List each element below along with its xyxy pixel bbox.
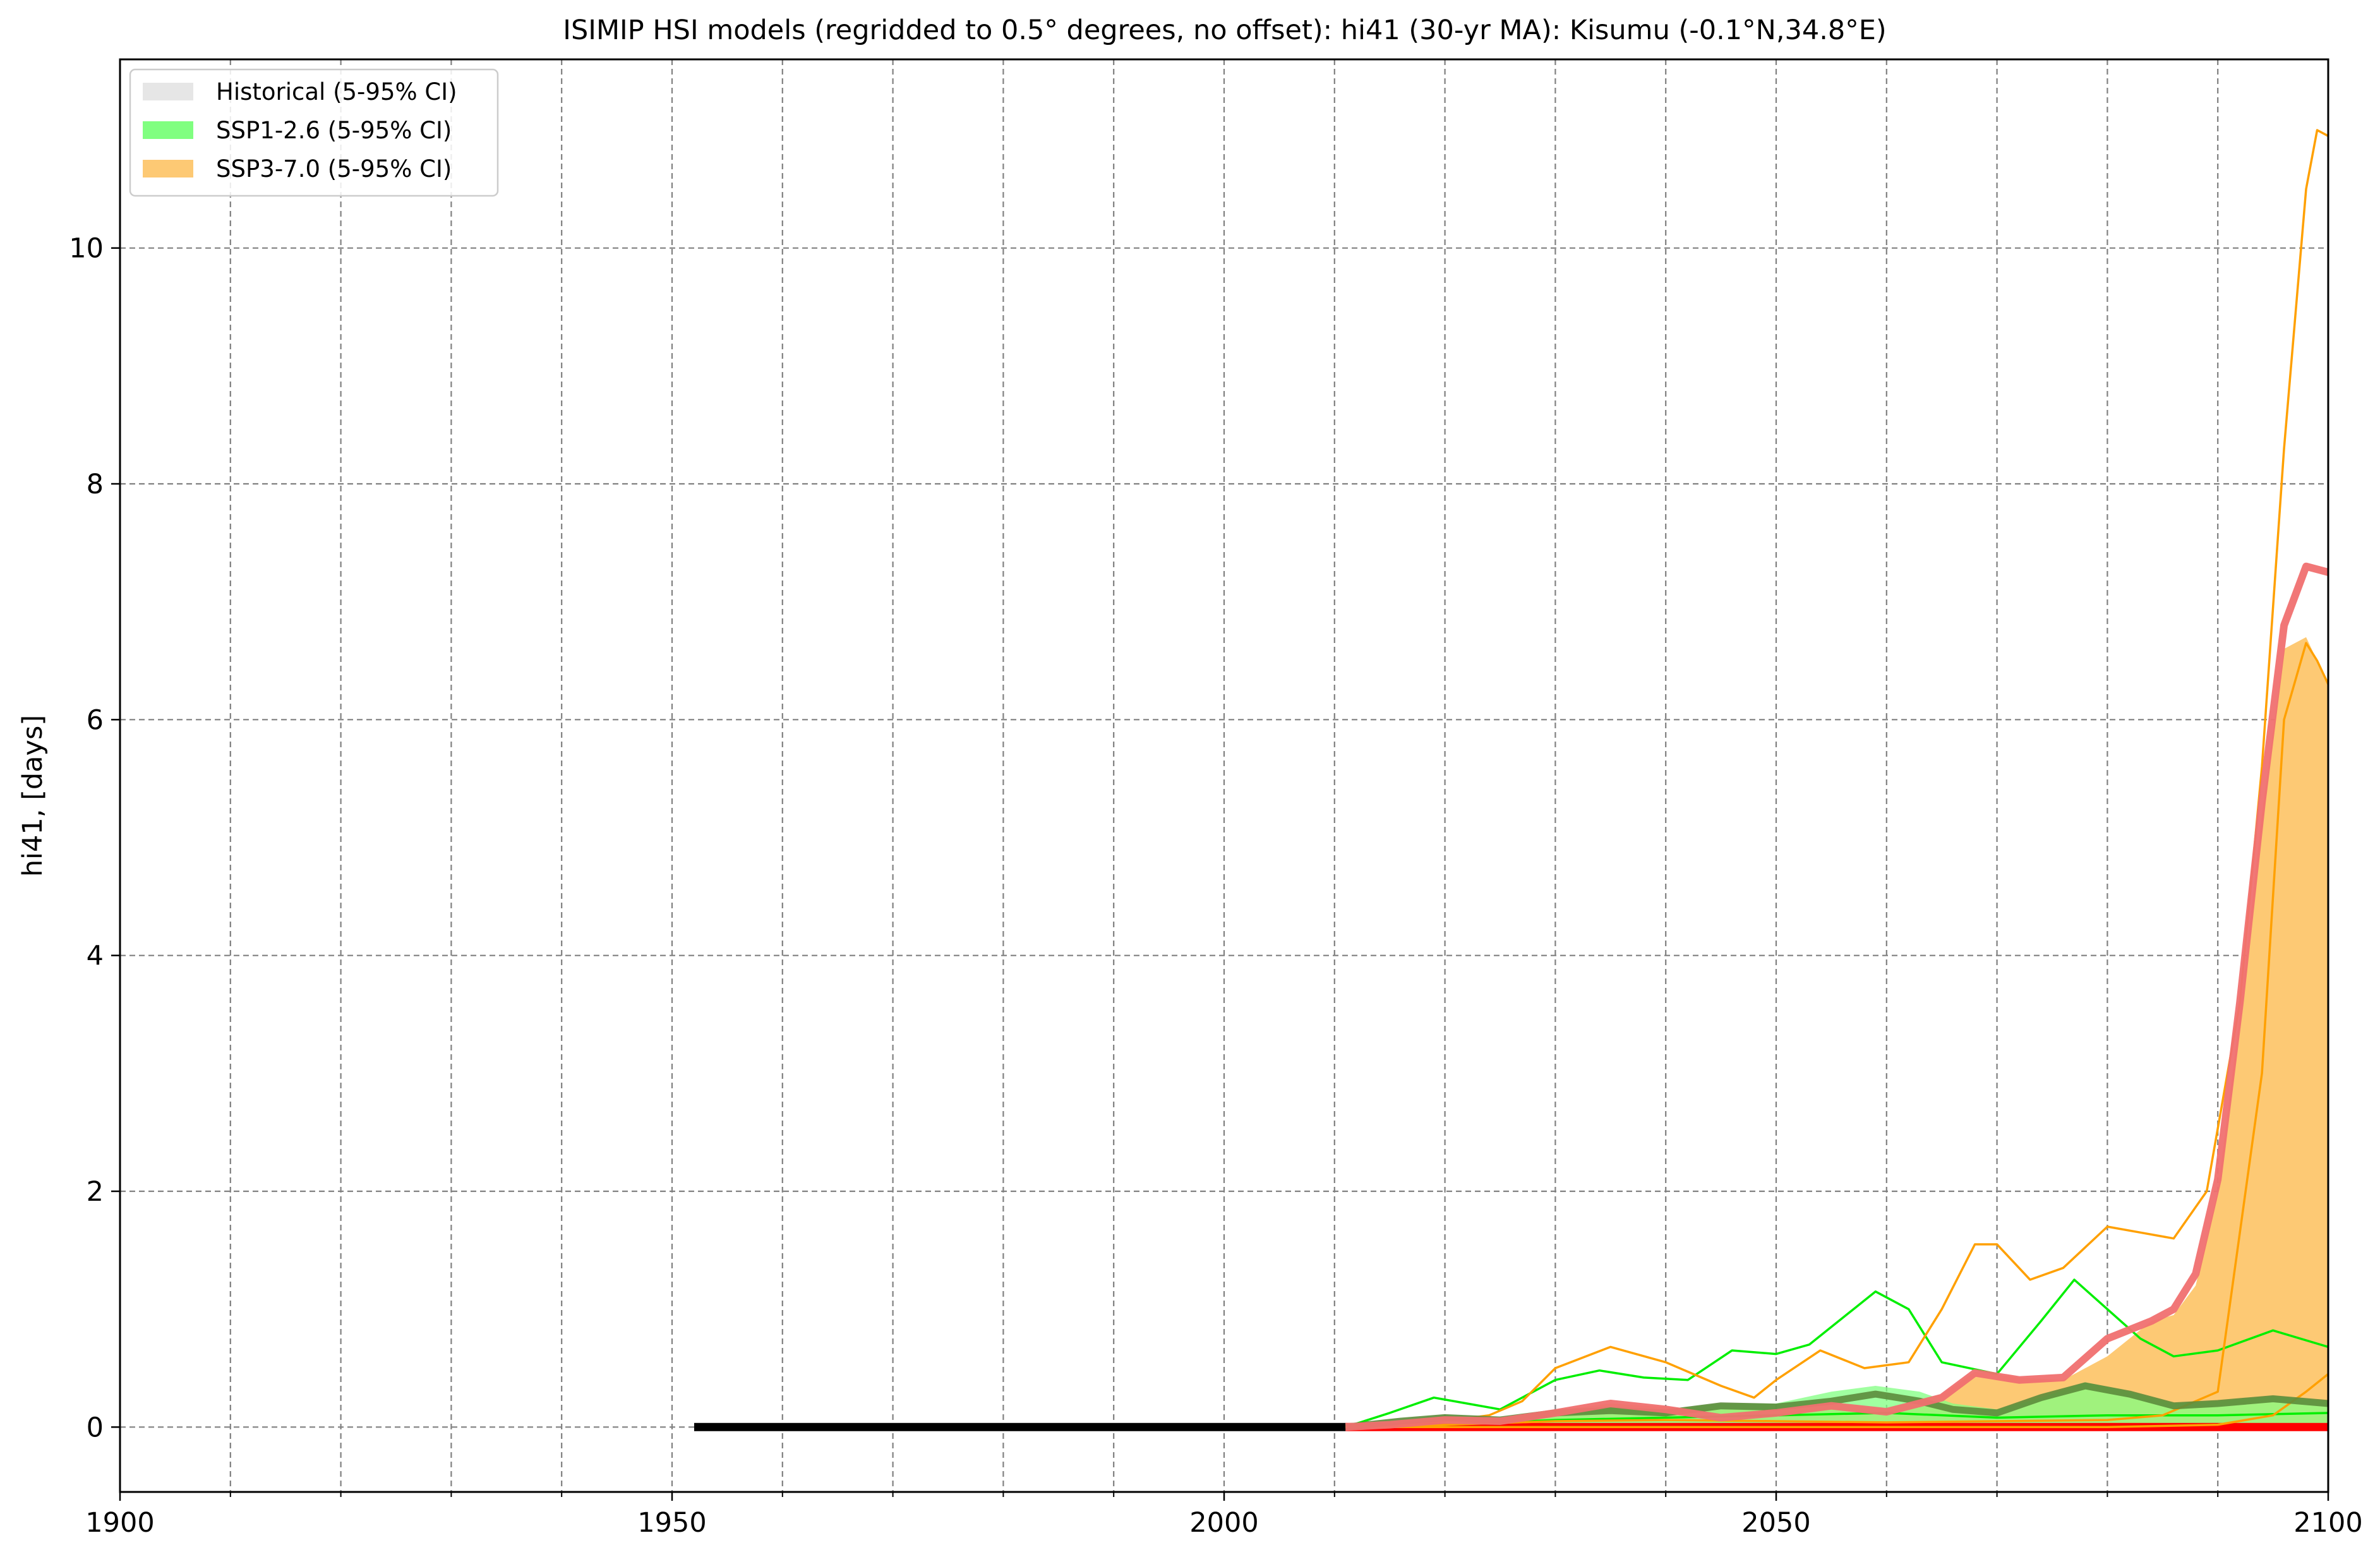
y-tick-label: 2 (87, 1176, 104, 1208)
ssp370-median-line (1345, 562, 2328, 1431)
ssp370-band-area (1345, 637, 2328, 1428)
y-tick-label: 6 (87, 704, 104, 736)
legend-label-historical: Historical (5-95% CI) (216, 78, 457, 105)
legend: Historical (5-95% CI) SSP1-2.6 (5-95% CI… (129, 68, 499, 197)
ssp126-models-line (1345, 1278, 2328, 1428)
x-tick-label: 2100 (2293, 1507, 2362, 1539)
x-tick-label: 1900 (85, 1507, 154, 1539)
x-tick-label: 1950 (637, 1507, 706, 1539)
y-tick-label: 10 (69, 233, 104, 265)
y-tick-label: 4 (87, 941, 104, 972)
y-axis-label: hi41, [days] (17, 715, 49, 877)
chart-title: ISIMIP HSI models (regridded to 0.5° deg… (563, 15, 1886, 46)
legend-label-ssp370: SSP3-7.0 (5-95% CI) (216, 155, 452, 183)
series-lines (694, 129, 2328, 1431)
y-axis: 0 2 4 6 8 10 (69, 233, 120, 1443)
legend-swatch-historical (143, 83, 193, 100)
legend-swatch-ssp370 (143, 160, 193, 177)
y-tick-label: 0 (87, 1412, 104, 1443)
plot-area: 1900 1950 2000 2050 2100 0 2 4 6 8 10 (69, 58, 2363, 1539)
x-tick-label: 2000 (1189, 1507, 1258, 1539)
y-tick-label: 8 (87, 469, 104, 500)
x-tick-label: 2050 (1741, 1507, 1810, 1539)
ssp370-models-line (1345, 642, 2328, 1429)
legend-swatch-ssp126 (143, 121, 193, 139)
legend-label-ssp126: SSP1-2.6 (5-95% CI) (216, 117, 452, 144)
x-axis: 1900 1950 2000 2050 2100 (85, 1492, 2363, 1539)
legend-frame (129, 68, 499, 197)
ssp370-models-line (1345, 1373, 2328, 1429)
